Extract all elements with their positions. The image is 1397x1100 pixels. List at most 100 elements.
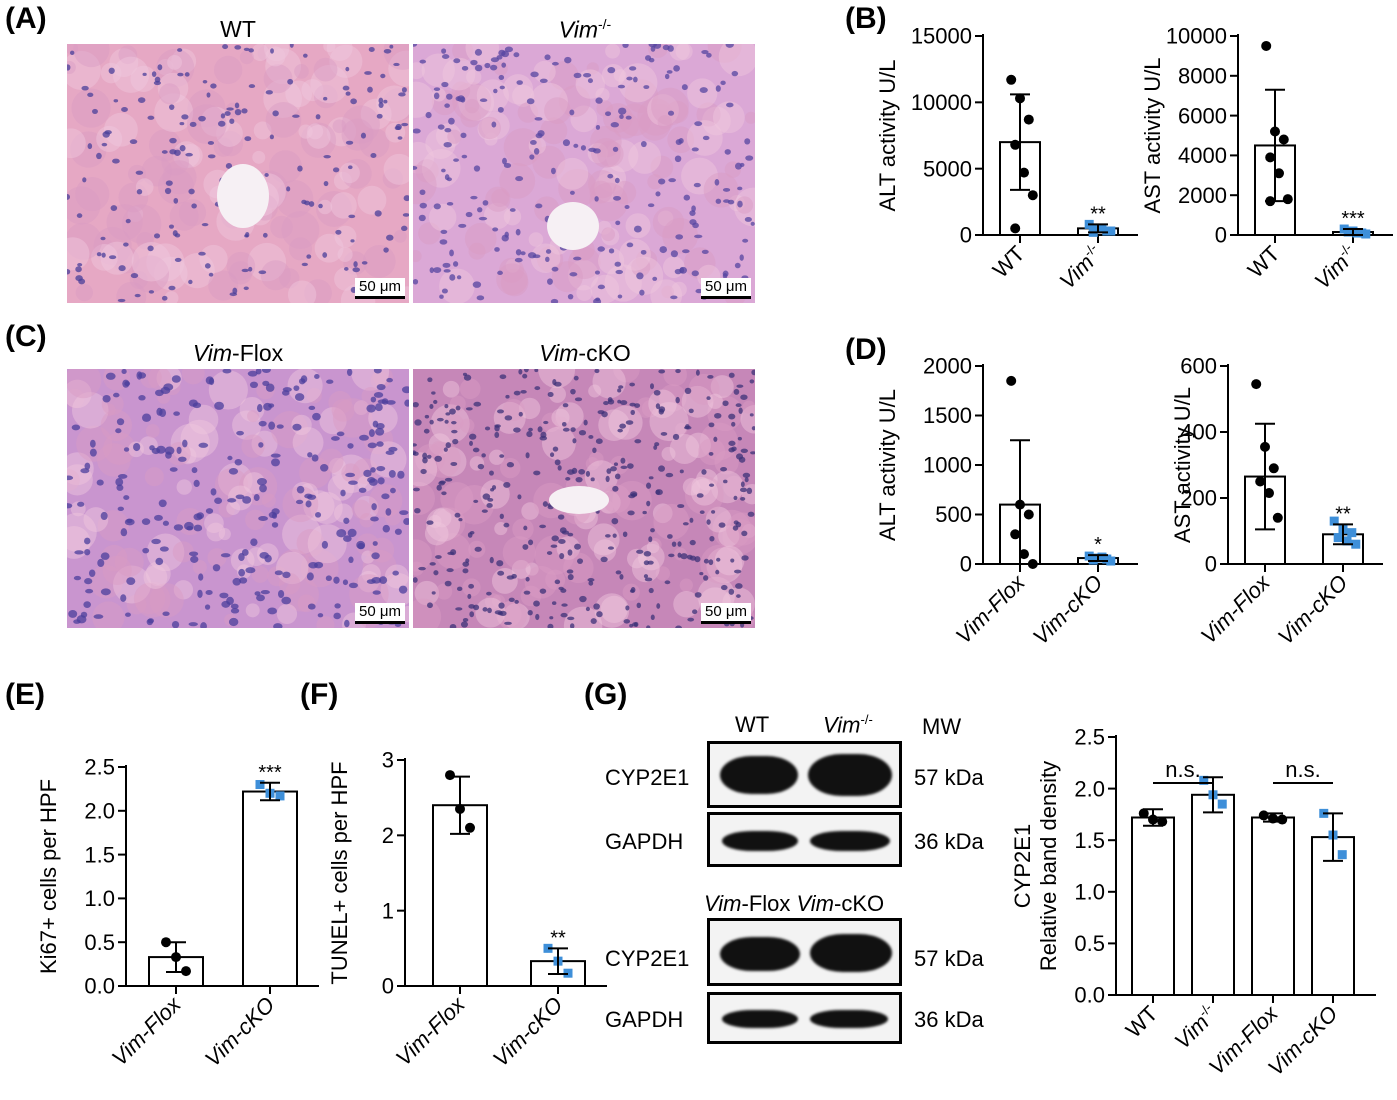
scale-bar: 50 μm xyxy=(355,278,405,299)
y-tick-label: 8000 xyxy=(1178,64,1227,89)
y-tick-label: 0.5 xyxy=(1074,931,1105,956)
y-tick-label: 1.0 xyxy=(1074,880,1105,905)
chart-b-ast: AST activity U/L 0 2000 4000 6000 8000 10000 WT… xyxy=(1130,20,1393,335)
scale-bar: 50 μm xyxy=(355,603,405,624)
data-point xyxy=(1157,816,1168,827)
histology-image-wt: 50 μm xyxy=(67,44,409,303)
data-point xyxy=(1351,539,1361,549)
y-tick-label: 6000 xyxy=(1178,103,1227,128)
significance-label: *** xyxy=(1341,208,1365,230)
y-axis-label: AST activity U/L xyxy=(1170,387,1195,543)
data-point xyxy=(1277,814,1288,825)
data-point xyxy=(1251,379,1262,390)
y-tick-label: 200 xyxy=(1180,486,1217,511)
histology-image-vim-cko: 50 μm xyxy=(413,369,755,628)
blot-label-cyp2e1-cko: CYP2E1 xyxy=(605,946,690,971)
blot-cyp2e1-cko xyxy=(707,918,902,986)
y-tick-label: 5000 xyxy=(923,156,972,181)
data-point xyxy=(1006,74,1017,85)
data-point xyxy=(1258,810,1269,821)
y-tick-label: 1500 xyxy=(923,403,972,428)
x-tick-label: Vim-Flox xyxy=(1196,569,1275,648)
y-tick-label: 600 xyxy=(1180,354,1217,379)
data-point xyxy=(1264,488,1274,499)
data-point xyxy=(1097,223,1107,233)
panel-letter-a: (A) xyxy=(5,2,47,35)
data-point xyxy=(1352,228,1362,238)
data-point xyxy=(1255,476,1266,487)
significance-label: ** xyxy=(1335,503,1351,525)
data-point xyxy=(1097,552,1107,562)
y-tick-label: 2.5 xyxy=(1074,725,1105,750)
y-tick-label: 1.0 xyxy=(84,886,115,911)
data-point xyxy=(465,822,475,833)
panel-letter-e: (E) xyxy=(5,678,45,711)
x-tick-label: Vim-cKO xyxy=(1273,570,1353,650)
blot-label-gapdh: GAPDH xyxy=(605,829,684,854)
bar xyxy=(1251,816,1295,996)
significance-label: * xyxy=(1094,534,1102,556)
data-point xyxy=(1268,463,1279,474)
y-axis-label: ALT activity U/L xyxy=(875,389,900,541)
y-tick-label: 0 xyxy=(1205,552,1217,577)
data-point xyxy=(445,770,455,781)
data-point xyxy=(1274,168,1284,179)
y-tick-label: 2000 xyxy=(923,354,972,379)
data-point xyxy=(1106,556,1116,566)
y-tick-label: 3 xyxy=(382,748,394,773)
panel-letter-g: (G) xyxy=(584,678,628,711)
y-tick-label: 10000 xyxy=(1166,24,1227,49)
y-tick-label: 0 xyxy=(382,974,394,999)
data-point xyxy=(1027,190,1038,201)
data-point xyxy=(1337,850,1347,860)
x-tick-label: Vim-Flox xyxy=(107,991,186,1070)
data-point xyxy=(1342,536,1352,546)
chart-e-ki67: Ki67+ cells per HPF 0.0 0.5 1.0 1.5 2.0 2.5 Vim… xyxy=(20,740,319,1095)
data-point xyxy=(1343,227,1353,237)
histology-image-vim-ko: 50 μm xyxy=(413,44,755,303)
y-tick-label: 0 xyxy=(960,223,972,248)
y-tick-label: 2.0 xyxy=(84,799,115,824)
data-point xyxy=(1282,194,1293,205)
chart-g-density: CYP2E1 Relative band density 0.0 0.5 1.0 1.5 2… xyxy=(1010,715,1390,1100)
x-tick-label: Vim-cKO xyxy=(200,992,280,1072)
x-tick-label: Vim-cKO xyxy=(488,992,568,1072)
data-point xyxy=(1019,549,1029,560)
image-title-wt: WT xyxy=(220,16,256,42)
y-tick-label: 0.0 xyxy=(1074,983,1105,1008)
blot-cyp2e1-ko xyxy=(707,741,902,808)
y-tick-label: 500 xyxy=(935,502,972,527)
blot-mw-36-cko: 36 kDa xyxy=(914,1007,984,1032)
y-tick-label: 4000 xyxy=(1178,143,1227,168)
x-tick-label: WT xyxy=(1243,241,1285,283)
y-tick-label: 2 xyxy=(382,823,394,848)
x-tick-label: Vim-/- xyxy=(1309,240,1363,294)
blot-header-flox-cko: Vim-Flox Vim-cKO xyxy=(704,891,885,916)
scale-bar: 50 μm xyxy=(701,603,751,624)
significance-label: n.s. xyxy=(1285,757,1320,782)
y-axis-label: TUNEL+ cells per HPF xyxy=(327,761,352,984)
data-point xyxy=(255,780,265,790)
x-tick-label: Vim-Flox xyxy=(391,991,470,1070)
chart-b-alt: ALT activity U/L 0 5000 10000 15000 WT ** Vim-/… xyxy=(865,20,1138,335)
panel-letter-b: (B) xyxy=(845,2,887,35)
data-point xyxy=(1333,533,1343,543)
blot-label-cyp2e1: CYP2E1 xyxy=(605,765,690,790)
bar xyxy=(242,790,298,987)
blot-header-mw: MW xyxy=(922,714,962,739)
chart-f-tunel: TUNEL+ cells per HPF 0 1 2 3 Vim-Flox ** Vim-cK… xyxy=(325,740,607,1095)
data-point xyxy=(1361,229,1371,239)
y-tick-label: 1.5 xyxy=(1074,828,1105,853)
y-axis-label: CYP2E1 xyxy=(1010,824,1035,908)
data-point xyxy=(1023,114,1034,125)
data-point xyxy=(1329,516,1339,526)
bar xyxy=(1311,836,1355,996)
data-point xyxy=(1261,40,1272,51)
histology-image-vim-flox: 50 μm xyxy=(67,369,409,628)
blot-label-gapdh-cko: GAPDH xyxy=(605,1007,684,1032)
data-point xyxy=(1106,226,1116,236)
y-axis-label: Ki67+ cells per HPF xyxy=(36,779,61,974)
y-tick-label: 1 xyxy=(382,898,394,923)
x-tick-label: WT xyxy=(988,241,1030,283)
y-tick-label: 0 xyxy=(1215,223,1227,248)
